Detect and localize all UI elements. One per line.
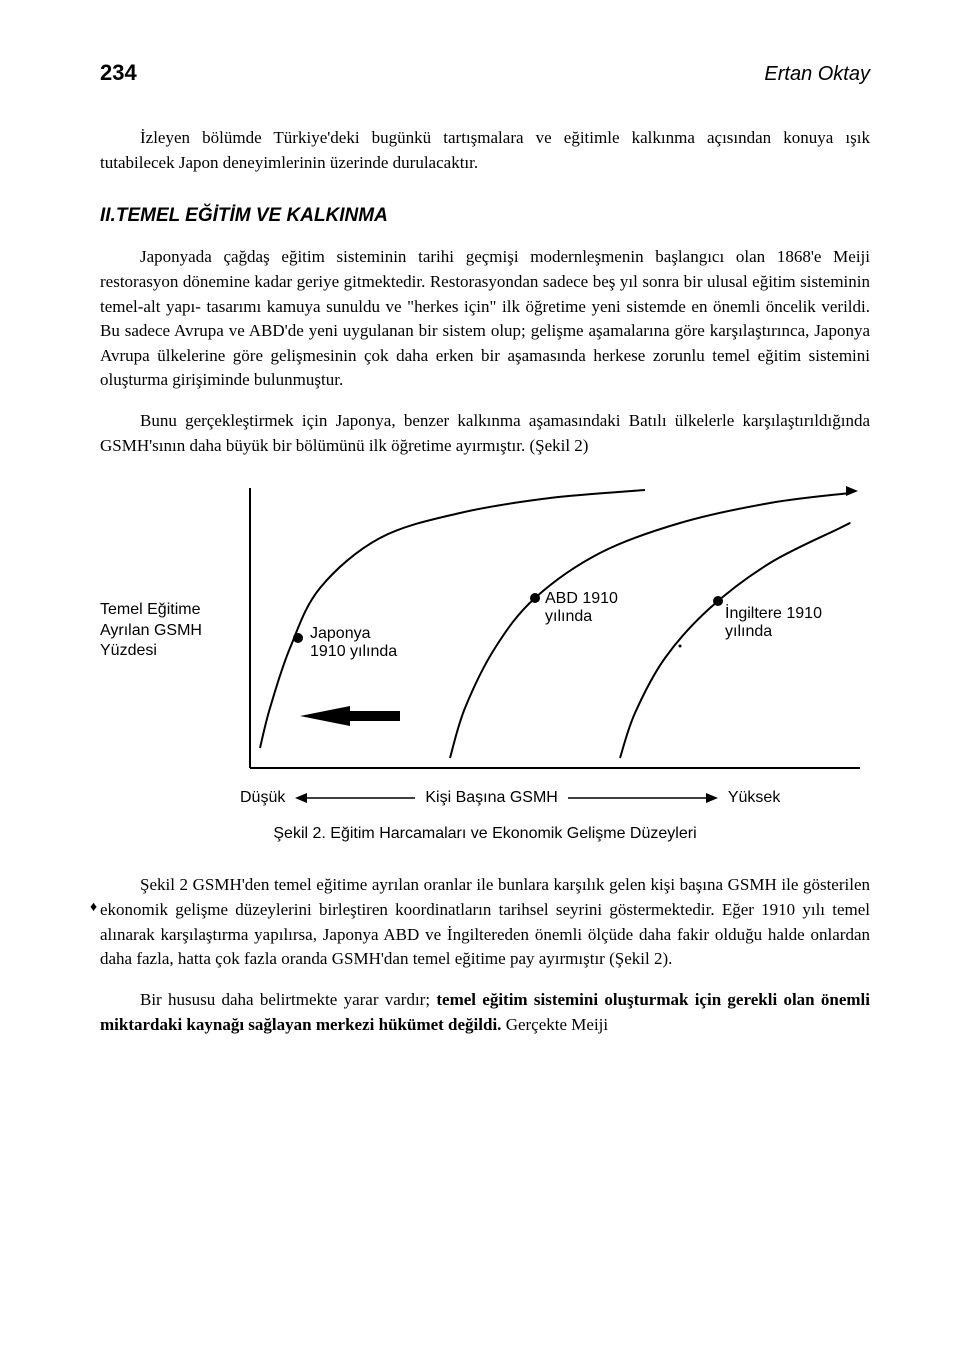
page-header: 234 Ertan Oktay bbox=[100, 60, 870, 86]
page-number: 234 bbox=[100, 60, 137, 86]
chart-label-japan: Japonya bbox=[310, 625, 371, 642]
x-axis-right-label: Yüksek bbox=[728, 789, 780, 807]
chart-label-usa: ABD 1910 bbox=[545, 590, 618, 607]
body-paragraph-3: Şekil 2 GSMH'den temel eğitime ayrılan o… bbox=[100, 873, 870, 972]
chart-y-axis-label: Temel Eğitime Ayrılan GSMH Yüzdesi bbox=[100, 600, 240, 662]
figure-caption: Şekil 2. Eğitim Harcamaları ve Ekonomik … bbox=[100, 825, 870, 843]
chart-label-england: İngiltere 1910 bbox=[725, 603, 822, 622]
body-paragraph-1: Japonyada çağdaş eğitim sisteminin tarih… bbox=[100, 245, 870, 393]
chart-top-arrowhead bbox=[846, 486, 858, 496]
chart-marker-usa bbox=[530, 593, 540, 603]
chart-curve-england bbox=[620, 523, 850, 758]
x-axis-left-arrow-icon bbox=[295, 790, 415, 806]
author-name: Ertan Oktay bbox=[764, 63, 870, 86]
y-label-line-2: Ayrılan GSMH bbox=[100, 622, 202, 639]
x-axis-right-arrow-icon bbox=[568, 790, 718, 806]
para4-post: Gerçekte Meiji bbox=[501, 1015, 608, 1034]
chart-dot-icon bbox=[679, 645, 682, 648]
margin-bullet-icon: ♦ bbox=[90, 900, 97, 916]
para4-pre: Bir hususu daha belirtmekte yarar vardır… bbox=[140, 990, 436, 1009]
chart-label-usa-year: yılında bbox=[545, 608, 592, 625]
y-label-line-3: Yüzdesi bbox=[100, 642, 157, 659]
chart-svg-container: Japonya 1910 yılında ABD 1910 yılında İn… bbox=[240, 478, 870, 783]
x-axis-left-label: Düşük bbox=[240, 789, 285, 807]
chart-label-england-year: yılında bbox=[725, 623, 772, 640]
chart-svg: Japonya 1910 yılında ABD 1910 yılında İn… bbox=[240, 478, 870, 778]
y-label-line-1: Temel Eğitime bbox=[100, 601, 200, 618]
intro-paragraph: İzleyen bölümde Türkiye'deki bugünkü tar… bbox=[100, 126, 870, 175]
chart-figure: Temel Eğitime Ayrılan GSMH Yüzdesi bbox=[100, 478, 870, 807]
chart-marker-england bbox=[713, 596, 723, 606]
chart-marker-japan bbox=[293, 633, 303, 643]
body-paragraph-2: Bunu gerçekleştirmek için Japonya, benze… bbox=[100, 409, 870, 458]
section-title: II.TEMEL EĞİTİM VE KALKINMA bbox=[100, 205, 870, 227]
chart-x-axis-labels: Düşük Kişi Başına GSMH Yüksek bbox=[240, 789, 870, 807]
chart-left-arrow-icon bbox=[300, 706, 350, 726]
chart-curve-usa bbox=[450, 493, 850, 758]
chart-label-japan-year: 1910 yılında bbox=[310, 643, 397, 660]
x-axis-center-label: Kişi Başına GSMH bbox=[425, 789, 557, 807]
body-paragraph-4: Bir hususu daha belirtmekte yarar vardır… bbox=[100, 988, 870, 1037]
